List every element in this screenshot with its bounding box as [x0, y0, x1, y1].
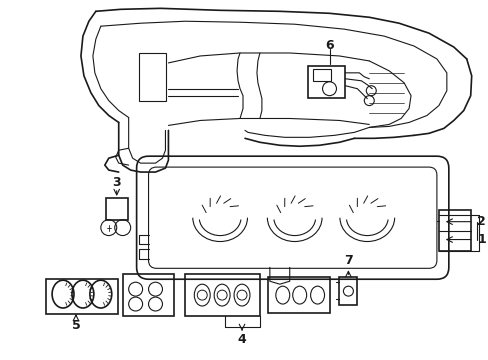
Bar	[307, 66, 345, 98]
Bar	[185, 274, 260, 316]
Bar	[138, 53, 166, 100]
Text: 6: 6	[325, 39, 333, 51]
Bar	[438, 210, 470, 251]
Bar	[46, 279, 118, 314]
Text: 7: 7	[344, 254, 352, 267]
Bar	[339, 277, 357, 305]
Text: 5: 5	[71, 319, 80, 332]
Bar	[122, 274, 174, 316]
Bar	[312, 69, 330, 81]
Text: 3: 3	[112, 176, 121, 189]
Bar	[267, 277, 329, 313]
Text: 2: 2	[476, 215, 485, 228]
Text: 1: 1	[476, 233, 485, 246]
Text: 4: 4	[237, 333, 246, 346]
Bar	[105, 198, 127, 220]
